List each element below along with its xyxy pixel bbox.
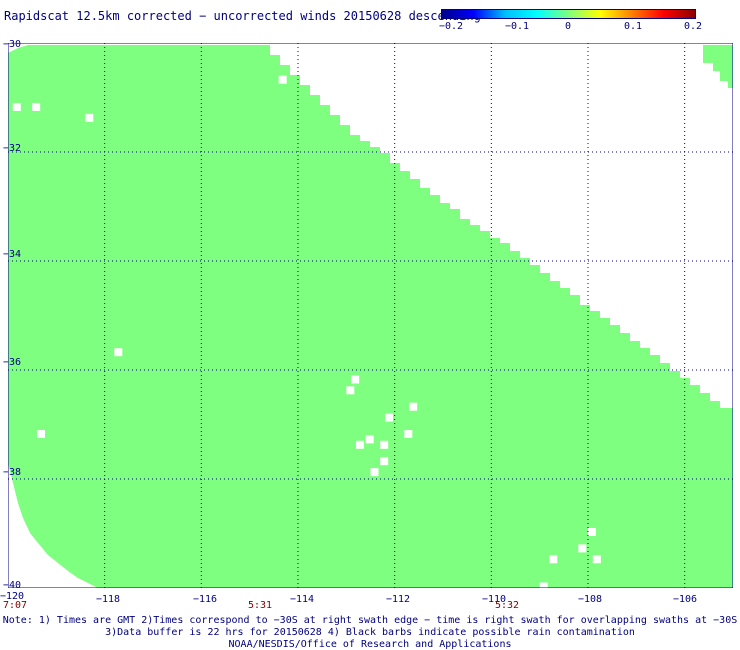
wind-difference-map (8, 43, 733, 588)
y-tick-label: −40 (3, 580, 22, 591)
data-gap-cell (37, 430, 45, 438)
data-gap-cell (12, 103, 21, 111)
colorbar-tick: 0 (564, 21, 572, 32)
data-gap-cell (588, 528, 596, 536)
note-line-2: 3)Data buffer is 22 hrs for 20150628 4) … (105, 627, 635, 638)
x-tick-label: −110 (481, 594, 507, 605)
time-label: 5:32 (494, 600, 520, 611)
x-tick-label: −108 (577, 594, 603, 605)
data-gap-cell (409, 402, 418, 411)
note-line-3: NOAA/NESDIS/Office of Research and Appli… (228, 639, 512, 650)
colorbar-tick: 0.2 (683, 21, 703, 32)
y-tick-label: −38 (3, 467, 22, 478)
x-tick-label: −118 (95, 594, 121, 605)
data-gap-cell (114, 348, 123, 357)
colorbar-tick: −0.2 (438, 21, 464, 32)
y-tick-label: −30 (3, 39, 22, 50)
data-gap-cell (385, 413, 393, 422)
data-gap-cell (539, 582, 548, 588)
colorbar-tick: 0.1 (623, 21, 643, 32)
data-gap-cell (578, 544, 587, 553)
colorbar-tick: −0.1 (504, 21, 530, 32)
time-label: 7:07 (2, 600, 28, 611)
y-tick-label: −32 (3, 143, 22, 154)
y-tick-label: −34 (3, 249, 22, 260)
data-gap-cell (592, 555, 601, 564)
data-gap-cell (549, 555, 558, 564)
data-gap-cell (85, 113, 94, 122)
y-tick-label: −36 (3, 357, 22, 368)
x-tick-label: −120 (0, 591, 25, 602)
x-tick-label: −106 (672, 594, 698, 605)
data-gap-cell (380, 440, 389, 449)
data-gaps (12, 75, 601, 588)
x-tick-label: −112 (385, 594, 411, 605)
data-gap-cell (32, 103, 41, 111)
colorbar (441, 9, 696, 19)
note-line-1: Note: 1) Times are GMT 2)Times correspon… (2, 615, 738, 626)
data-gap-cell (404, 430, 413, 438)
grid-lines (8, 43, 733, 588)
data-gap-cell (370, 468, 379, 477)
data-gap-cell (365, 435, 374, 444)
data-gap-cell (356, 440, 364, 449)
data-gap-cell (380, 457, 389, 466)
x-tick-label: −116 (192, 594, 218, 605)
time-label: 5:31 (247, 600, 273, 611)
data-gap-cell (346, 386, 355, 395)
data-gap-cell (278, 75, 287, 84)
data-gap-cell (351, 375, 360, 384)
swath-main (8, 45, 733, 588)
map-title: Rapidscat 12.5km corrected − uncorrected… (4, 9, 481, 23)
x-tick-label: −114 (289, 594, 315, 605)
swath-corner (703, 45, 733, 88)
